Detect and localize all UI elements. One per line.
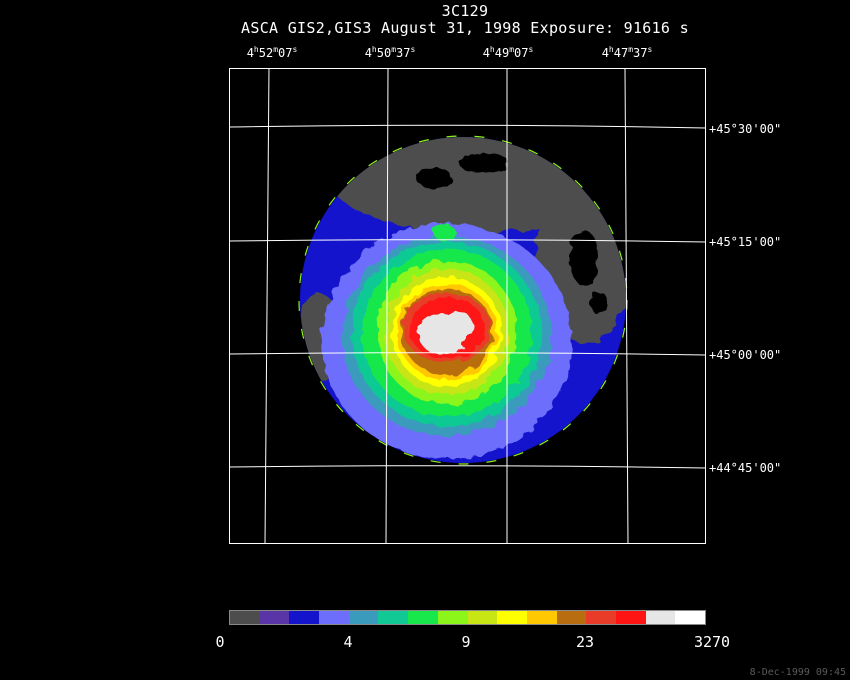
colorbar-segment-12 <box>586 611 616 624</box>
image-frame <box>229 68 706 544</box>
dec-label-4: +44°45'00" <box>709 461 782 475</box>
plot-subtitle: ASCA GIS2,GIS3 August 31, 1998 Exposure:… <box>241 19 689 37</box>
ra-label-1: 4h52m07s <box>246 45 298 60</box>
colorbar-segment-15 <box>675 611 705 624</box>
colorbar-tick-3: 23 <box>575 633 595 651</box>
field-edge <box>298 135 628 465</box>
colorbar-tick-2: 9 <box>461 633 471 651</box>
colorbar-segment-0 <box>230 611 260 624</box>
grid-ra-1 <box>264 68 270 544</box>
colorbar <box>229 610 706 625</box>
plot-title: 3C129 <box>441 2 489 20</box>
colorbar-segment-3 <box>319 611 349 624</box>
colorbar-segment-13 <box>615 611 646 624</box>
grid-dec-3 <box>229 352 706 356</box>
colorbar-segment-8 <box>467 611 498 624</box>
grid-ra-2 <box>385 68 389 544</box>
ra-label-4: 4h47m37s <box>601 45 653 60</box>
colorbar-segment-2 <box>289 611 320 624</box>
grid-ra-4 <box>624 68 629 544</box>
colorbar-segment-1 <box>259 611 290 624</box>
colorbar-tick-1: 4 <box>343 633 353 651</box>
colorbar-segment-11 <box>556 611 587 624</box>
timestamp: 8-Dec-1999 09:45 <box>749 667 846 678</box>
colorbar-segment-14 <box>645 611 676 624</box>
grid-dec-1 <box>229 124 706 129</box>
intensity-contours <box>322 223 572 459</box>
colorbar-segment-7 <box>437 611 468 624</box>
dec-label-2: +45°15'00" <box>709 235 782 249</box>
colorbar-segment-9 <box>497 611 527 624</box>
colorbar-tick-4: 3270 <box>693 633 731 651</box>
xray-intensity-map <box>229 68 706 544</box>
ra-label-2: 4h50m37s <box>364 45 416 60</box>
coordinate-grid <box>229 68 706 544</box>
grid-dec-4 <box>229 465 706 469</box>
ra-label-3: 4h49m07s <box>482 45 534 60</box>
colorbar-segment-6 <box>408 611 438 624</box>
dec-label-3: +45°00'00" <box>709 348 782 362</box>
grid-dec-2 <box>229 239 706 243</box>
dec-label-1: +45°30'00" <box>709 122 782 136</box>
colorbar-segment-4 <box>348 611 379 624</box>
colorbar-tick-0: 0 <box>215 633 225 651</box>
detector-field-of-view <box>300 137 626 463</box>
colorbar-segment-5 <box>378 611 409 624</box>
colorbar-segment-10 <box>526 611 557 624</box>
